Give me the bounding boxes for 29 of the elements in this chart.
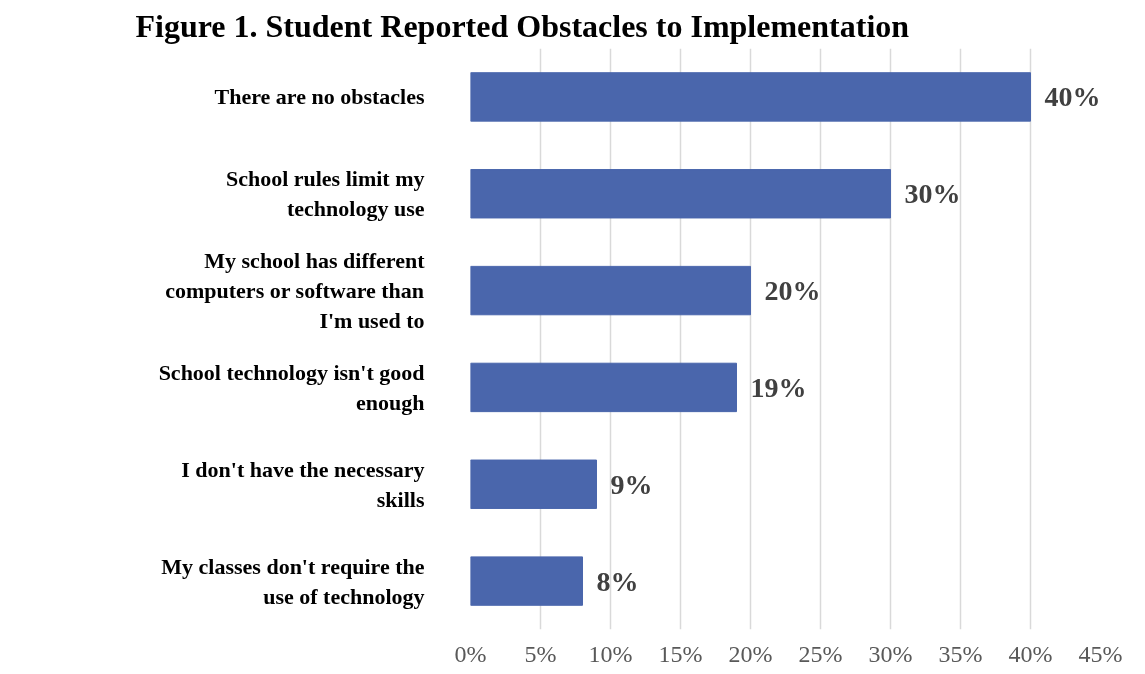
x-tick-label: 45% — [1078, 640, 1123, 667]
y-tick-label: I don't have the necessary skills — [181, 456, 425, 512]
data-label: 30% — [904, 178, 961, 210]
bar — [470, 556, 583, 606]
y-tick-label: School rules limit my technology use — [225, 166, 425, 222]
bar — [470, 72, 1031, 122]
x-tick-label: 35% — [938, 640, 983, 667]
y-tick-label: My classes don't require the use of technology — [161, 553, 425, 609]
bar — [470, 265, 751, 316]
x-tick-label: 40% — [1008, 640, 1053, 667]
chart-title: Figure 1. Student Reported Obstacles to Implementation — [135, 7, 910, 44]
y-tick-label: My school has different computers or software than I'm used to — [165, 248, 426, 334]
bar — [470, 169, 891, 219]
x-tick-label: 5% — [524, 640, 557, 667]
bar — [470, 362, 737, 413]
x-tick-label: 30% — [868, 640, 913, 667]
data-label: 8% — [596, 565, 639, 597]
x-tick-label: 15% — [658, 640, 703, 667]
y-tick-label: There are no obstacles — [214, 84, 425, 110]
x-tick-label: 0% — [454, 640, 487, 667]
data-label: 20% — [764, 275, 821, 307]
data-label: 19% — [750, 371, 807, 403]
x-tick-label: 10% — [588, 640, 633, 667]
data-label: 9% — [610, 468, 653, 500]
x-tick-label: 25% — [798, 640, 843, 667]
y-tick-label: School technology isn't good enough — [158, 359, 425, 415]
data-label: 40% — [1044, 81, 1101, 113]
bar — [470, 459, 597, 509]
x-tick-label: 20% — [728, 640, 773, 667]
